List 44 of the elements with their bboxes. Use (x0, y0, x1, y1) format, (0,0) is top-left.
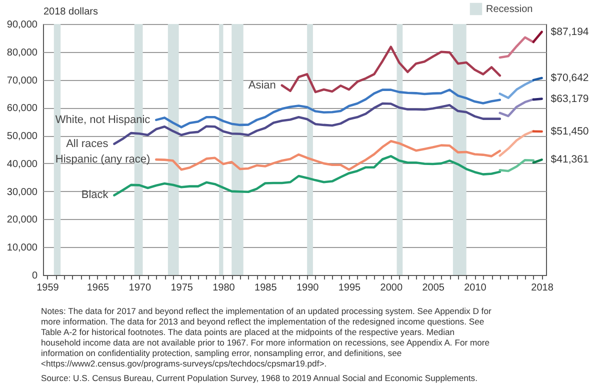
data-label: $87,194 (550, 26, 589, 38)
y-tick-label: 80,000 (6, 47, 38, 58)
line-series (280, 46, 502, 94)
data-label: $63,179 (550, 92, 589, 105)
line-series (498, 79, 535, 100)
x-tick-label: 2000 (380, 282, 403, 294)
x-tick-label: 1975 (170, 282, 194, 294)
text: Notes: The data for 2017 and beyond reflect the implementation of an updated processing system. See Appendix D for more information. The data for 2013 and beyond reflect the implementation of the redesigned income questions. See Table A-2 for historical footnotes. The data points are placed at the midpoints of the respective years. Median household income data are not available prior to 1967. For more information on recessions, see Appendix A. For more information on confidentiality protection, sampling error, nonsampling error, and definitions, see <https://www2.census.gov/programs-surveys/cps/techdocs/cpsmar19.pdf>. (41, 306, 492, 368)
legend-label: Recession (486, 4, 533, 15)
x-tick-label: 1980 (212, 282, 236, 294)
data-label: $41,361 (550, 154, 589, 166)
line-series (498, 130, 535, 157)
data-label: $70,642 (550, 72, 589, 84)
series-label: Hispanic (any race) (55, 154, 150, 166)
series-label: Asian (248, 79, 276, 92)
x-tick-label: 1995 (338, 282, 362, 294)
y-tick-label: 60,000 (6, 103, 38, 114)
line-series (155, 140, 502, 171)
x-tick-label: 2010 (464, 282, 487, 294)
x-tick-label: 2005 (422, 282, 445, 294)
line-series (498, 158, 535, 172)
data-label: $51,450 (550, 126, 589, 138)
y-tick-label: 30,000 (6, 186, 38, 198)
x-tick-label: 1959 (36, 282, 60, 294)
y-tick-label: 50,000 (6, 131, 38, 142)
x-tick-label: 1970 (128, 282, 152, 294)
y-tick-label: 90,000 (6, 20, 38, 30)
y-tick-label: 20,000 (6, 214, 38, 226)
series-label: All races (66, 138, 109, 150)
y-tick-label: 10,000 (6, 242, 38, 254)
x-tick-label: 1965 (86, 282, 110, 294)
x-tick-label: 2018 (531, 282, 554, 294)
line-series (498, 98, 535, 118)
x-tick-label: 1990 (296, 282, 320, 294)
source-note: Source: U.S. Census Bureau, Current Population Survey, 1968 to 2019 Annual Social and Economic Supplements. (41, 373, 478, 383)
y-axis-title: 2018 dollars (44, 6, 98, 18)
line-series (498, 36, 535, 59)
y-tick-label: 40,000 (6, 158, 38, 170)
series-label: Black (81, 189, 109, 202)
x-tick-label: 1985 (254, 282, 278, 294)
line-series (155, 88, 502, 128)
y-tick-label: 0 (32, 270, 38, 282)
series-label: White, not Hispanic (55, 114, 151, 126)
y-tick-label: 70,000 (6, 75, 38, 86)
